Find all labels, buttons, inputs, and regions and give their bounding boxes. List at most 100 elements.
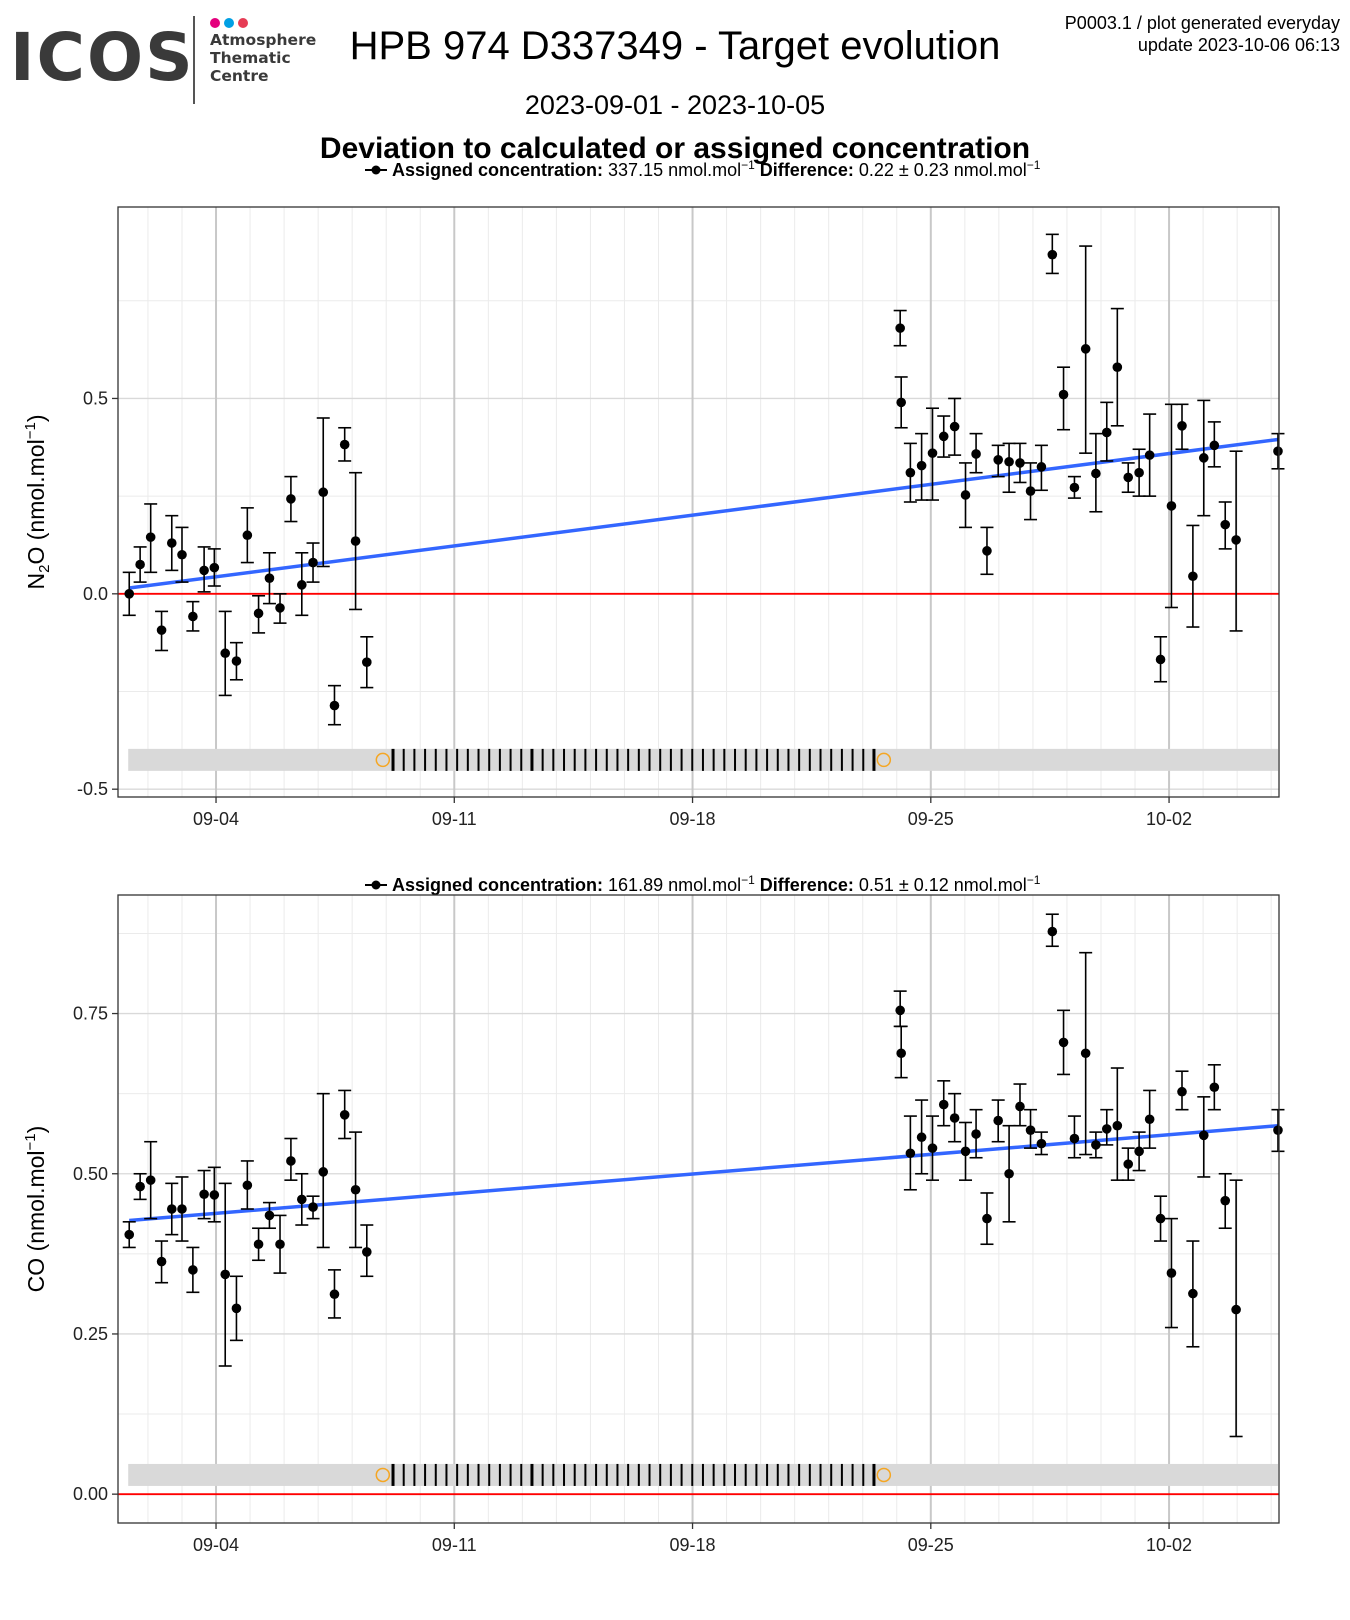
data-point bbox=[308, 1202, 318, 1212]
data-point-group bbox=[175, 1176, 189, 1242]
data-point-group bbox=[980, 526, 994, 576]
data-point bbox=[993, 455, 1003, 465]
y-axis-label: N2O (nmol.mol−1) bbox=[22, 415, 53, 590]
y-axis-species: N bbox=[23, 573, 49, 590]
data-point bbox=[1047, 926, 1058, 937]
data-point-group bbox=[1186, 524, 1200, 628]
data-point bbox=[1004, 1168, 1014, 1179]
icos-logo: ICOS bbox=[10, 19, 195, 96]
data-point bbox=[1144, 450, 1155, 460]
data-point bbox=[220, 1269, 231, 1280]
logo-dot-icon bbox=[210, 18, 220, 28]
x-tick-label: 09-11 bbox=[432, 809, 477, 829]
legend-point bbox=[371, 880, 381, 890]
data-point bbox=[1112, 1120, 1123, 1131]
data-point-group bbox=[1045, 913, 1059, 948]
timeline-start-marker bbox=[375, 1467, 391, 1483]
legend-diff-exp: −1 bbox=[1027, 158, 1041, 172]
legend-assigned-value: 337.15 nmol.mol bbox=[603, 160, 741, 180]
data-point-group bbox=[1164, 403, 1178, 609]
data-point-group bbox=[240, 1160, 254, 1210]
data-point bbox=[1177, 421, 1187, 431]
trend-line bbox=[129, 1123, 1279, 1223]
y-tick-label: 0.50 bbox=[73, 1164, 108, 1184]
data-point bbox=[1069, 482, 1080, 493]
data-point bbox=[1209, 440, 1220, 451]
data-point-group bbox=[1002, 1124, 1016, 1223]
data-point-group bbox=[186, 600, 200, 632]
data-point bbox=[1220, 519, 1231, 530]
legend-assigned-exp: −1 bbox=[741, 158, 755, 172]
data-point bbox=[1155, 1213, 1166, 1224]
data-point-group bbox=[893, 990, 907, 1028]
data-point-group bbox=[338, 426, 352, 462]
data-point bbox=[329, 1289, 340, 1300]
data-point bbox=[318, 487, 329, 498]
data-point-group bbox=[1218, 501, 1232, 550]
data-point-group bbox=[207, 1166, 221, 1223]
data-point bbox=[1198, 1130, 1209, 1141]
legend-diff-label: Difference: bbox=[755, 875, 854, 895]
data-point-group bbox=[197, 1169, 211, 1220]
data-point-group bbox=[1013, 442, 1027, 484]
data-point-group bbox=[948, 397, 962, 456]
data-point bbox=[188, 1265, 198, 1275]
data-point-group bbox=[1002, 442, 1016, 494]
data-point bbox=[166, 1204, 177, 1214]
chart-panel-2: Assigned concentration: 161.89 nmol.mol−… bbox=[22, 873, 1285, 1555]
data-point bbox=[1015, 458, 1025, 468]
x-tick-label: 09-18 bbox=[670, 1535, 716, 1555]
data-point-group bbox=[186, 1246, 200, 1294]
data-point bbox=[1144, 1114, 1155, 1125]
data-point bbox=[1273, 446, 1283, 457]
y-tick-label: 0.25 bbox=[73, 1324, 108, 1344]
data-point-group bbox=[165, 1182, 179, 1236]
data-point bbox=[124, 589, 135, 599]
data-point-group bbox=[980, 1192, 994, 1246]
data-point-group bbox=[144, 503, 158, 574]
legend-point bbox=[371, 165, 381, 175]
data-point bbox=[264, 1210, 275, 1221]
data-point bbox=[156, 1256, 167, 1267]
data-point-group bbox=[1034, 1131, 1048, 1156]
legend-assigned-exp: −1 bbox=[741, 873, 755, 887]
update-timestamp: update 2023-10-06 06:13 bbox=[1137, 35, 1340, 55]
data-point bbox=[1080, 1048, 1091, 1059]
data-point-group bbox=[316, 1092, 330, 1249]
data-point bbox=[905, 1148, 916, 1159]
x-tick-label: 09-18 bbox=[670, 809, 716, 829]
data-point-group bbox=[1207, 421, 1221, 468]
data-point-group bbox=[122, 571, 136, 617]
data-point-group bbox=[1132, 1131, 1146, 1172]
data-point-group bbox=[1164, 1217, 1178, 1329]
data-point bbox=[362, 657, 372, 667]
data-point-group bbox=[1154, 1195, 1168, 1242]
data-point-group bbox=[1175, 403, 1189, 451]
data-point-group bbox=[349, 471, 363, 611]
data-point-group bbox=[1079, 951, 1093, 1156]
data-point-group bbox=[295, 1172, 309, 1226]
data-point bbox=[1112, 362, 1123, 372]
legend-assigned-value: 161.89 nmol.mol bbox=[603, 875, 741, 895]
data-point-group bbox=[306, 1195, 320, 1220]
data-point bbox=[318, 1167, 329, 1177]
data-point-group bbox=[122, 1221, 136, 1249]
legend-diff-value: 0.22 ± 0.23 nmol.mol bbox=[854, 160, 1027, 180]
timeline-end-marker bbox=[876, 752, 892, 768]
data-point-group bbox=[1024, 1108, 1038, 1149]
panel-border bbox=[117, 894, 1280, 1524]
data-point bbox=[938, 431, 949, 442]
y-axis-species: CO bbox=[23, 1258, 49, 1293]
data-point-group bbox=[155, 1240, 169, 1284]
data-point-group bbox=[937, 1080, 951, 1127]
data-point-group bbox=[1089, 432, 1103, 513]
data-point bbox=[960, 490, 971, 500]
plot-id-text: P0003.1 / plot generated everyday bbox=[1064, 13, 1340, 33]
data-point-group bbox=[991, 444, 1005, 478]
data-point-group bbox=[1271, 1108, 1285, 1153]
data-point-group bbox=[1057, 366, 1071, 431]
data-point-group bbox=[893, 309, 907, 347]
data-point-group bbox=[349, 1131, 363, 1249]
data-point bbox=[1231, 535, 1241, 545]
data-point bbox=[350, 1184, 361, 1195]
